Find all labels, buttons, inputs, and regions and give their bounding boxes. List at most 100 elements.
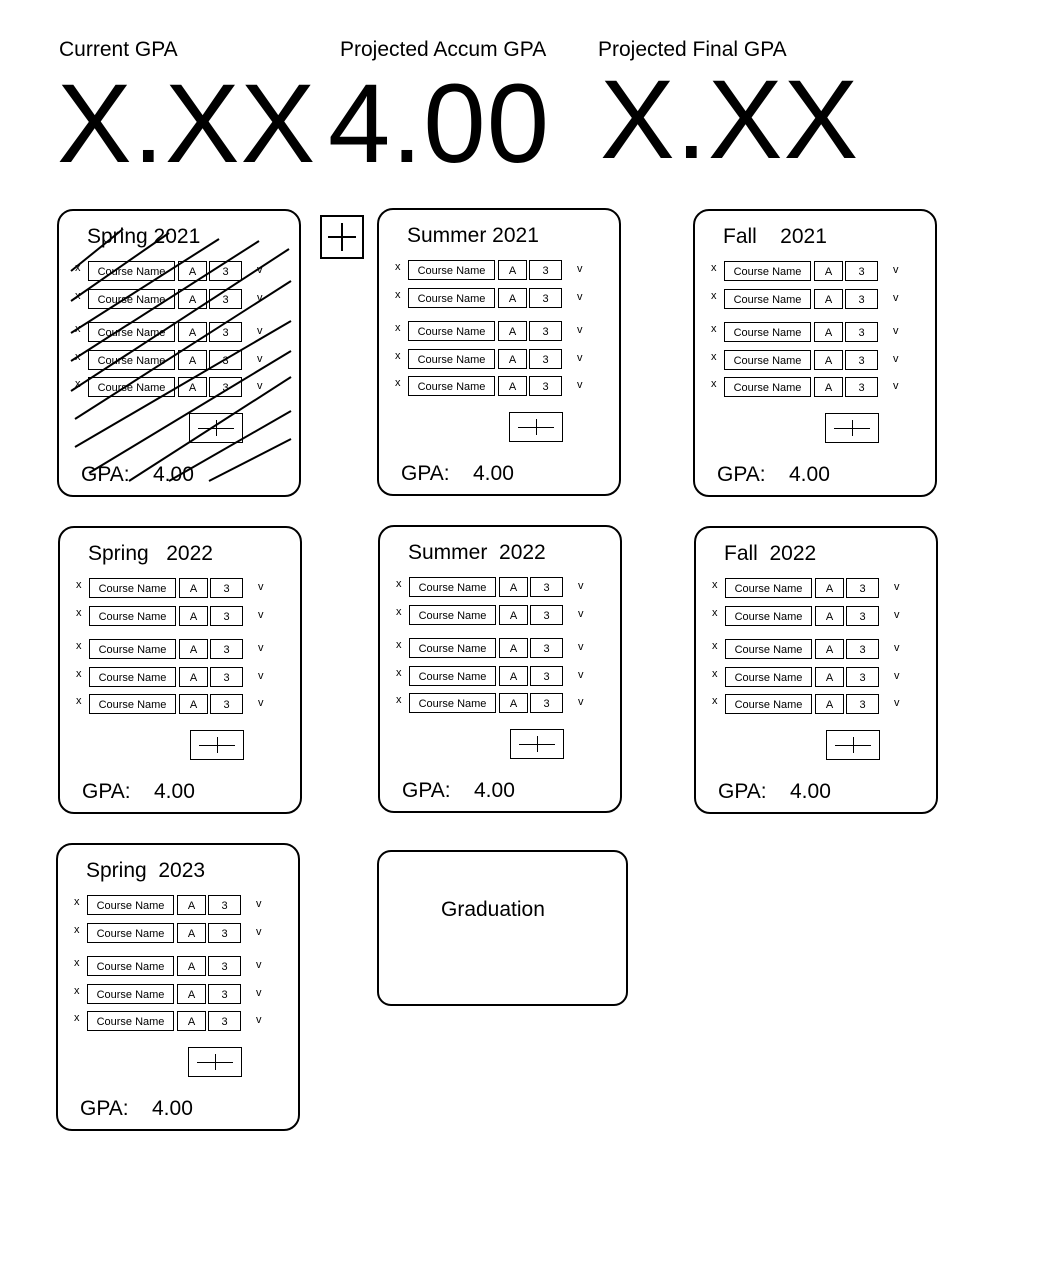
grade-field[interactable]: A xyxy=(498,321,527,341)
course-name-field[interactable]: Course Name xyxy=(724,322,811,342)
course-dropdown-toggle[interactable]: v xyxy=(577,263,583,275)
credits-field[interactable]: 3 xyxy=(846,606,879,626)
course-dropdown-toggle[interactable]: v xyxy=(894,642,900,654)
grade-field[interactable]: A xyxy=(814,289,843,309)
remove-course-button[interactable]: x xyxy=(74,957,80,969)
course-dropdown-toggle[interactable]: v xyxy=(893,292,899,304)
course-dropdown-toggle[interactable]: v xyxy=(577,352,583,364)
remove-course-button[interactable]: x xyxy=(395,322,401,334)
course-dropdown-toggle[interactable]: v xyxy=(257,353,263,365)
grade-field[interactable]: A xyxy=(179,639,208,659)
remove-course-button[interactable]: x xyxy=(396,606,402,618)
grade-field[interactable]: A xyxy=(498,376,527,396)
add-course-button[interactable] xyxy=(189,413,243,443)
grade-field[interactable]: A xyxy=(814,377,843,397)
course-dropdown-toggle[interactable]: v xyxy=(256,1014,262,1026)
course-dropdown-toggle[interactable]: v xyxy=(577,379,583,391)
credits-field[interactable]: 3 xyxy=(210,694,243,714)
course-dropdown-toggle[interactable]: v xyxy=(893,380,899,392)
course-name-field[interactable]: Course Name xyxy=(87,984,174,1004)
remove-course-button[interactable]: x xyxy=(712,668,718,680)
course-name-field[interactable]: Course Name xyxy=(725,694,812,714)
grade-field[interactable]: A xyxy=(178,350,207,370)
course-dropdown-toggle[interactable]: v xyxy=(894,609,900,621)
remove-course-button[interactable]: x xyxy=(711,290,717,302)
add-course-button[interactable] xyxy=(188,1047,242,1077)
add-course-button[interactable] xyxy=(509,412,563,442)
credits-field[interactable]: 3 xyxy=(530,638,563,658)
grade-field[interactable]: A xyxy=(179,667,208,687)
course-dropdown-toggle[interactable]: v xyxy=(894,581,900,593)
remove-course-button[interactable]: x xyxy=(711,323,717,335)
grade-field[interactable]: A xyxy=(499,638,528,658)
course-name-field[interactable]: Course Name xyxy=(725,578,812,598)
remove-course-button[interactable]: x xyxy=(74,896,80,908)
course-name-field[interactable]: Course Name xyxy=(88,289,175,309)
remove-course-button[interactable]: x xyxy=(396,578,402,590)
grade-field[interactable]: A xyxy=(815,639,844,659)
credits-field[interactable]: 3 xyxy=(846,694,879,714)
grade-field[interactable]: A xyxy=(177,984,206,1004)
remove-course-button[interactable]: x xyxy=(396,639,402,651)
course-name-field[interactable]: Course Name xyxy=(408,260,495,280)
credits-field[interactable]: 3 xyxy=(845,289,878,309)
course-dropdown-toggle[interactable]: v xyxy=(258,697,264,709)
credits-field[interactable]: 3 xyxy=(208,984,241,1004)
credits-field[interactable]: 3 xyxy=(208,956,241,976)
remove-course-button[interactable]: x xyxy=(75,351,81,363)
course-dropdown-toggle[interactable]: v xyxy=(257,325,263,337)
grade-field[interactable]: A xyxy=(815,694,844,714)
credits-field[interactable]: 3 xyxy=(210,639,243,659)
grade-field[interactable]: A xyxy=(498,349,527,369)
remove-course-button[interactable]: x xyxy=(74,1012,80,1024)
course-name-field[interactable]: Course Name xyxy=(88,350,175,370)
course-dropdown-toggle[interactable]: v xyxy=(258,581,264,593)
remove-course-button[interactable]: x xyxy=(396,667,402,679)
credits-field[interactable]: 3 xyxy=(529,376,562,396)
grade-field[interactable]: A xyxy=(815,606,844,626)
course-dropdown-toggle[interactable]: v xyxy=(578,580,584,592)
remove-course-button[interactable]: x xyxy=(711,378,717,390)
course-name-field[interactable]: Course Name xyxy=(408,288,495,308)
remove-course-button[interactable]: x xyxy=(75,378,81,390)
remove-course-button[interactable]: x xyxy=(395,289,401,301)
course-dropdown-toggle[interactable]: v xyxy=(893,353,899,365)
course-name-field[interactable]: Course Name xyxy=(408,321,495,341)
course-dropdown-toggle[interactable]: v xyxy=(578,641,584,653)
grade-field[interactable]: A xyxy=(178,289,207,309)
grade-field[interactable]: A xyxy=(498,288,527,308)
credits-field[interactable]: 3 xyxy=(210,606,243,626)
remove-course-button[interactable]: x xyxy=(76,695,82,707)
grade-field[interactable]: A xyxy=(498,260,527,280)
course-dropdown-toggle[interactable]: v xyxy=(578,669,584,681)
grade-field[interactable]: A xyxy=(499,577,528,597)
course-dropdown-toggle[interactable]: v xyxy=(258,609,264,621)
grade-field[interactable]: A xyxy=(499,693,528,713)
course-name-field[interactable]: Course Name xyxy=(89,606,176,626)
credits-field[interactable]: 3 xyxy=(208,923,241,943)
course-name-field[interactable]: Course Name xyxy=(89,694,176,714)
course-dropdown-toggle[interactable]: v xyxy=(257,292,263,304)
grade-field[interactable]: A xyxy=(499,666,528,686)
grade-field[interactable]: A xyxy=(815,667,844,687)
course-name-field[interactable]: Course Name xyxy=(409,605,496,625)
course-dropdown-toggle[interactable]: v xyxy=(258,642,264,654)
remove-course-button[interactable]: x xyxy=(395,377,401,389)
credits-field[interactable]: 3 xyxy=(845,377,878,397)
grade-field[interactable]: A xyxy=(815,578,844,598)
remove-course-button[interactable]: x xyxy=(712,579,718,591)
course-dropdown-toggle[interactable]: v xyxy=(256,898,262,910)
course-name-field[interactable]: Course Name xyxy=(724,261,811,281)
credits-field[interactable]: 3 xyxy=(530,577,563,597)
remove-course-button[interactable]: x xyxy=(395,261,401,273)
credits-field[interactable]: 3 xyxy=(845,350,878,370)
remove-course-button[interactable]: x xyxy=(74,985,80,997)
course-dropdown-toggle[interactable]: v xyxy=(256,926,262,938)
remove-course-button[interactable]: x xyxy=(396,694,402,706)
add-course-button[interactable] xyxy=(510,729,564,759)
course-name-field[interactable]: Course Name xyxy=(88,261,175,281)
grade-field[interactable]: A xyxy=(814,261,843,281)
credits-field[interactable]: 3 xyxy=(845,261,878,281)
credits-field[interactable]: 3 xyxy=(529,349,562,369)
remove-course-button[interactable]: x xyxy=(76,579,82,591)
